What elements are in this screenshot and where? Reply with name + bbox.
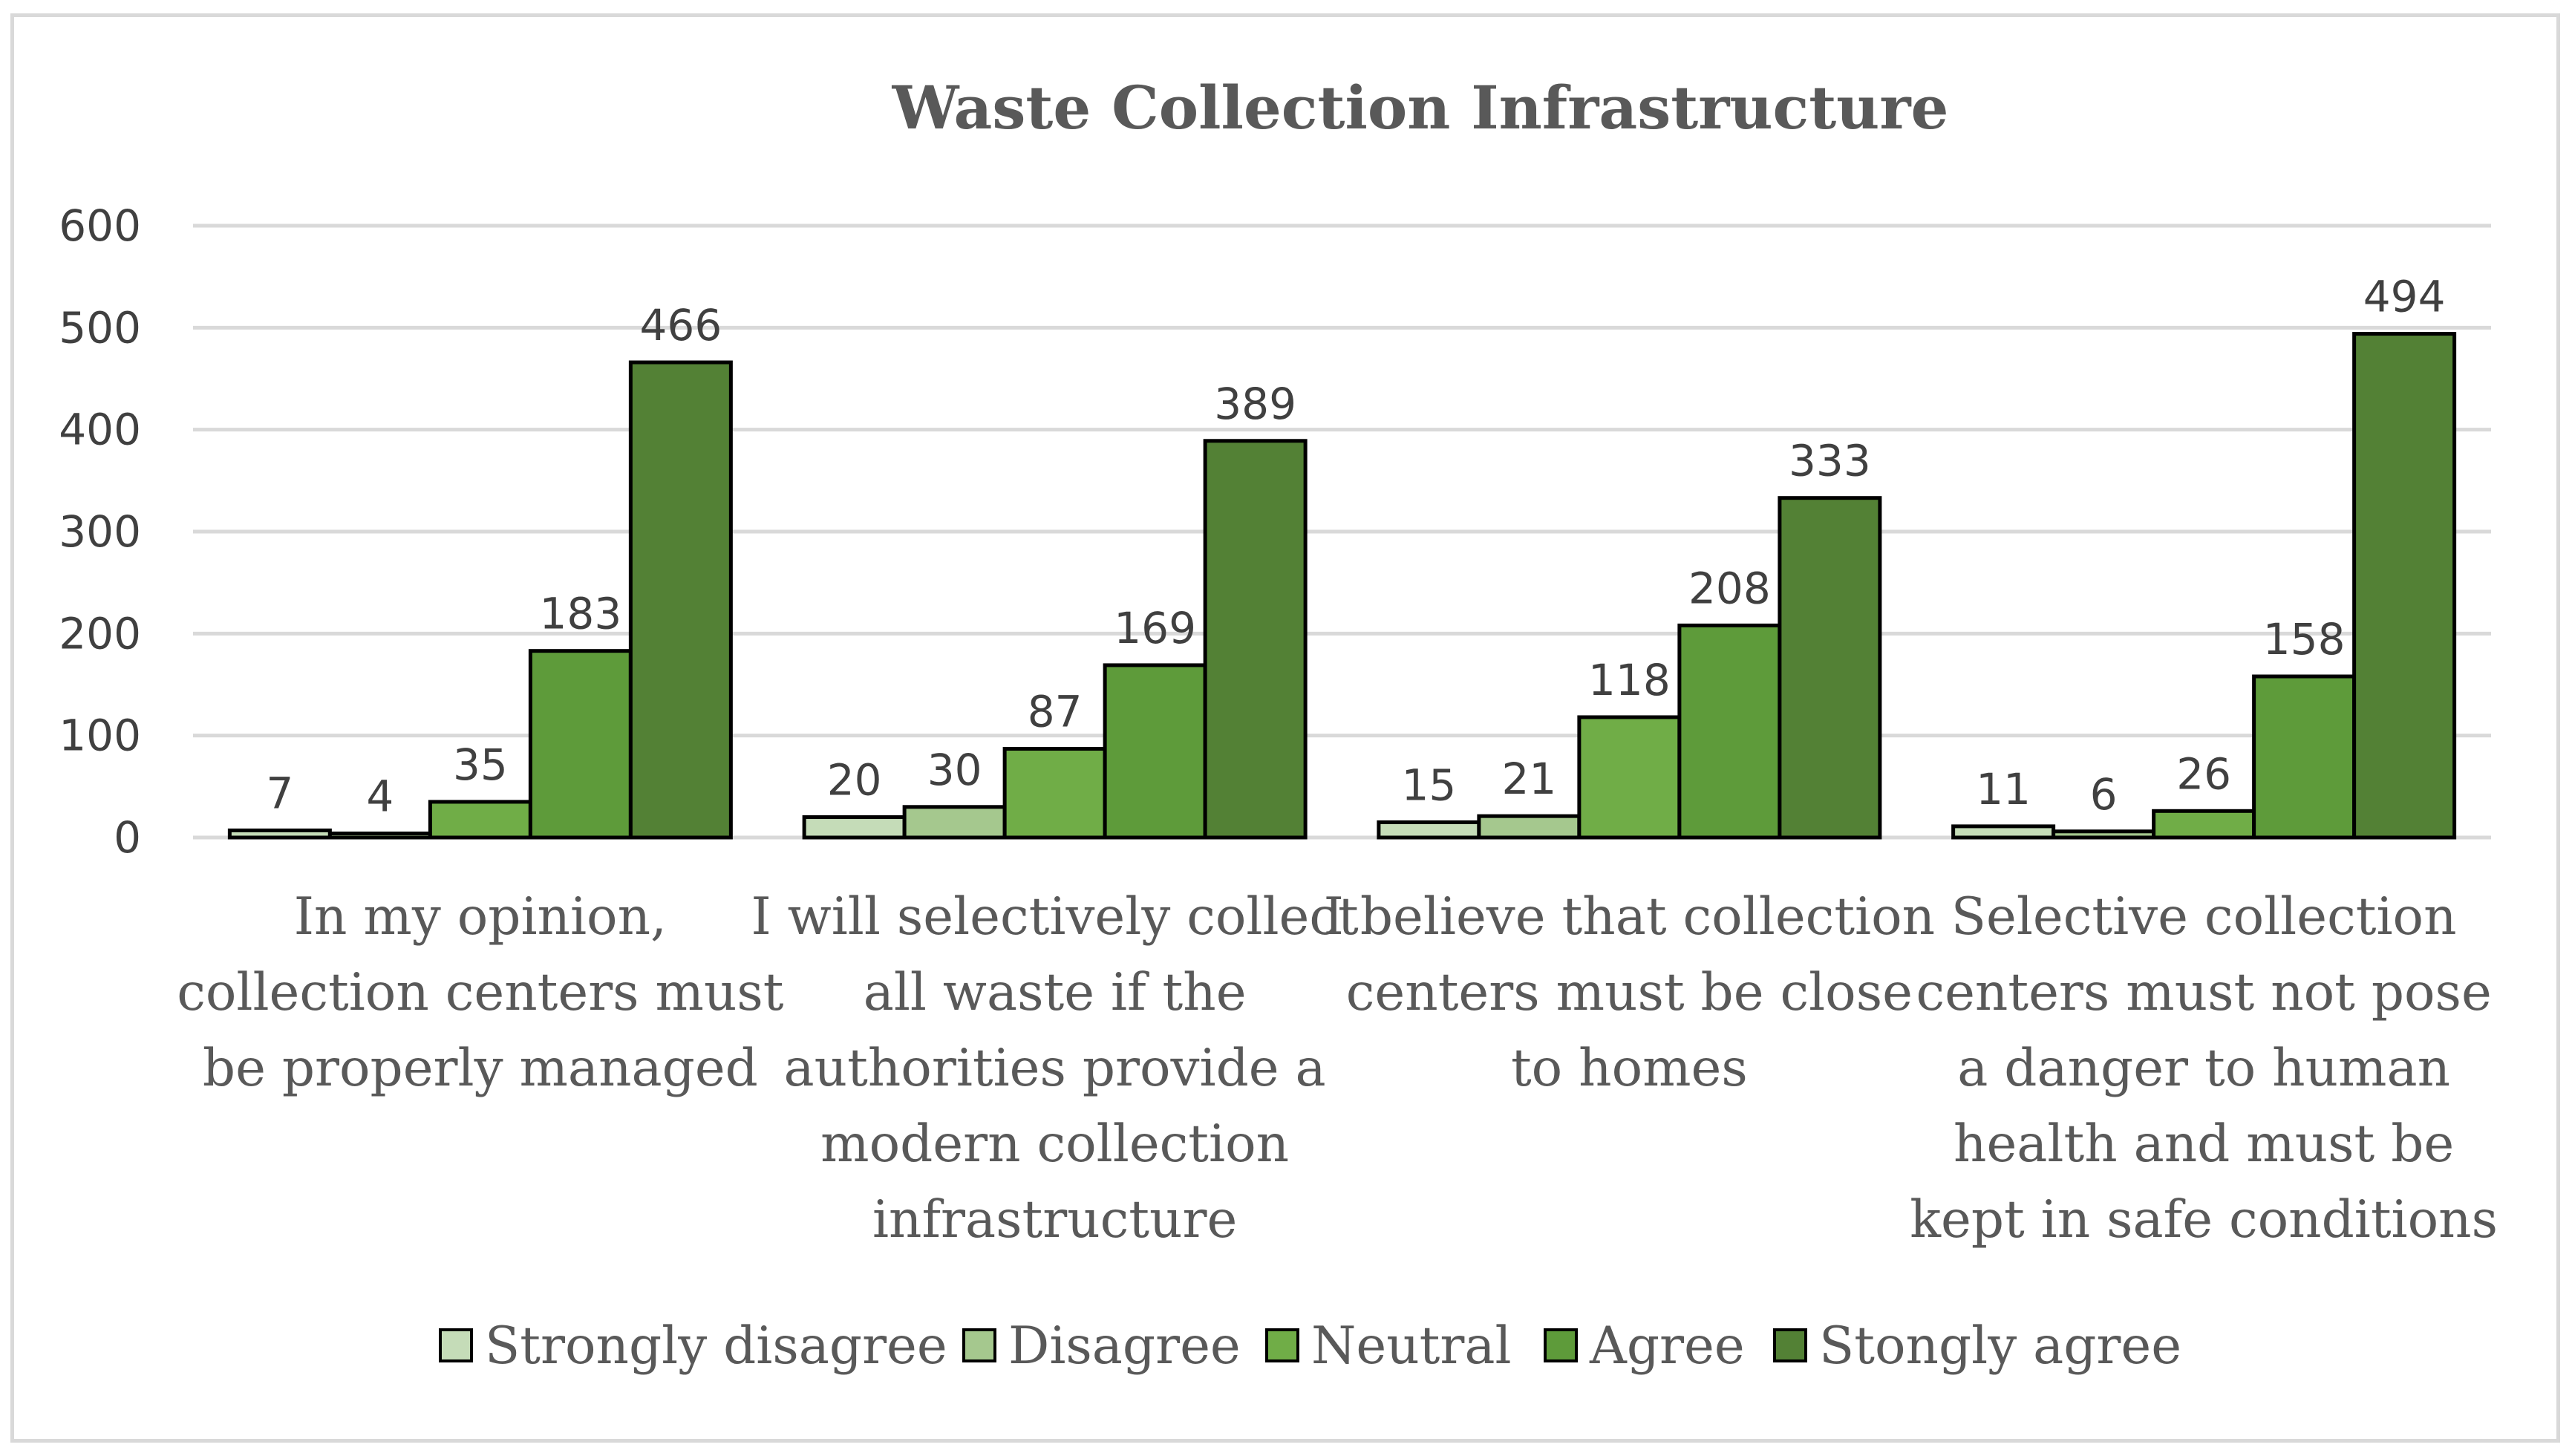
bar xyxy=(227,828,332,840)
category-label: all waste if the xyxy=(864,963,1247,1022)
bar xyxy=(2052,829,2156,840)
data-label: 494 xyxy=(2363,272,2446,322)
category-label: kept in safe conditions xyxy=(1910,1190,2498,1250)
data-label: 21 xyxy=(1501,754,1556,804)
legend-item: Neutral xyxy=(1265,1316,1512,1376)
bar xyxy=(428,800,532,840)
bar xyxy=(1951,824,2056,840)
bar xyxy=(2152,809,2256,840)
legend-swatch xyxy=(1544,1328,1578,1362)
legend-swatch xyxy=(1265,1328,1299,1362)
bar xyxy=(528,649,633,840)
category-label: a danger to human xyxy=(1957,1039,2450,1098)
data-label: 333 xyxy=(1789,436,1871,486)
chart-title: Waste Collection Infrastructure xyxy=(892,73,1949,143)
legend-item: Stongly agree xyxy=(1773,1316,2181,1376)
data-label: 208 xyxy=(1688,563,1771,613)
legend-label: Stongly agree xyxy=(1819,1316,2181,1376)
bar xyxy=(1477,814,1582,840)
y-tick-label: 600 xyxy=(59,200,141,251)
y-tick-label: 300 xyxy=(59,506,141,557)
data-label: 169 xyxy=(1114,603,1196,653)
legend-swatch xyxy=(962,1328,996,1362)
data-label: 11 xyxy=(1976,764,2031,814)
category-label: authorities provide a xyxy=(784,1039,1326,1098)
data-label: 466 xyxy=(640,300,722,350)
category-label: centers must be close xyxy=(1346,963,1913,1022)
legend-swatch xyxy=(439,1328,473,1362)
legend-label: Agree xyxy=(1589,1316,1745,1376)
bar xyxy=(628,360,733,840)
bar xyxy=(1103,663,1207,840)
legend-label: Strongly disagree xyxy=(485,1316,947,1376)
data-label: 26 xyxy=(2176,748,2231,799)
legend-item: Agree xyxy=(1544,1316,1745,1376)
bar xyxy=(1002,747,1107,840)
category-label: centers must not pose xyxy=(1916,963,2491,1022)
data-label: 7 xyxy=(266,768,293,818)
y-tick-label: 0 xyxy=(114,812,141,863)
legend-label: Neutral xyxy=(1311,1316,1512,1376)
data-label: 6 xyxy=(2090,769,2118,820)
y-axis: 0 100 200 300 400 500 600 xyxy=(59,200,141,863)
bar xyxy=(1677,623,1782,840)
bar xyxy=(2252,674,2357,840)
bar xyxy=(2352,332,2457,840)
category-label: be properly managed xyxy=(203,1039,758,1098)
data-label: 118 xyxy=(1588,655,1671,705)
bar xyxy=(1377,820,1481,840)
legend-swatch xyxy=(1773,1328,1807,1362)
legend-item: Strongly disagree xyxy=(439,1316,947,1376)
data-label: 35 xyxy=(453,740,508,790)
data-label: 158 xyxy=(2263,614,2346,665)
y-tick-label: 500 xyxy=(59,302,141,353)
bar xyxy=(902,805,1007,840)
y-tick-label: 200 xyxy=(59,608,141,659)
category-label: Selective collection xyxy=(1951,887,2457,947)
category-label: to homes xyxy=(1511,1039,1748,1098)
legend-label: Disagree xyxy=(1008,1316,1241,1376)
data-label: 30 xyxy=(927,745,982,795)
data-label: 87 xyxy=(1028,687,1083,737)
data-labels: 7 4 35 183 466 20 30 87 169 389 15 21 118 208 333 11 6 26… xyxy=(266,272,2445,822)
category-label: I will selectively collect xyxy=(751,887,1359,947)
bar xyxy=(802,815,907,840)
data-label: 389 xyxy=(1214,379,1296,429)
data-label: 183 xyxy=(540,589,622,639)
category-label: infrastructure xyxy=(872,1190,1237,1250)
category-label: collection centers must xyxy=(177,963,784,1022)
bar xyxy=(1577,715,1682,840)
data-label: 15 xyxy=(1401,760,1456,810)
category-label: I believe that collection xyxy=(1324,887,1935,947)
data-label: 4 xyxy=(366,771,394,822)
category-labels: In my opinion, collection centers must be … xyxy=(177,887,2498,1250)
data-label: 20 xyxy=(827,755,882,806)
bar xyxy=(1203,439,1308,840)
legend: Strongly disagree Disagree Neutral Agree Sto… xyxy=(439,1316,2181,1376)
category-label: health and must be xyxy=(1954,1114,2454,1174)
y-tick-label: 400 xyxy=(59,405,141,455)
bar xyxy=(1778,496,1882,840)
category-label: modern collection xyxy=(820,1114,1289,1174)
bar xyxy=(327,832,432,840)
bars xyxy=(227,332,2457,840)
legend-item: Disagree xyxy=(962,1316,1241,1376)
category-label: In my opinion, xyxy=(294,887,667,947)
y-tick-label: 100 xyxy=(59,711,141,761)
